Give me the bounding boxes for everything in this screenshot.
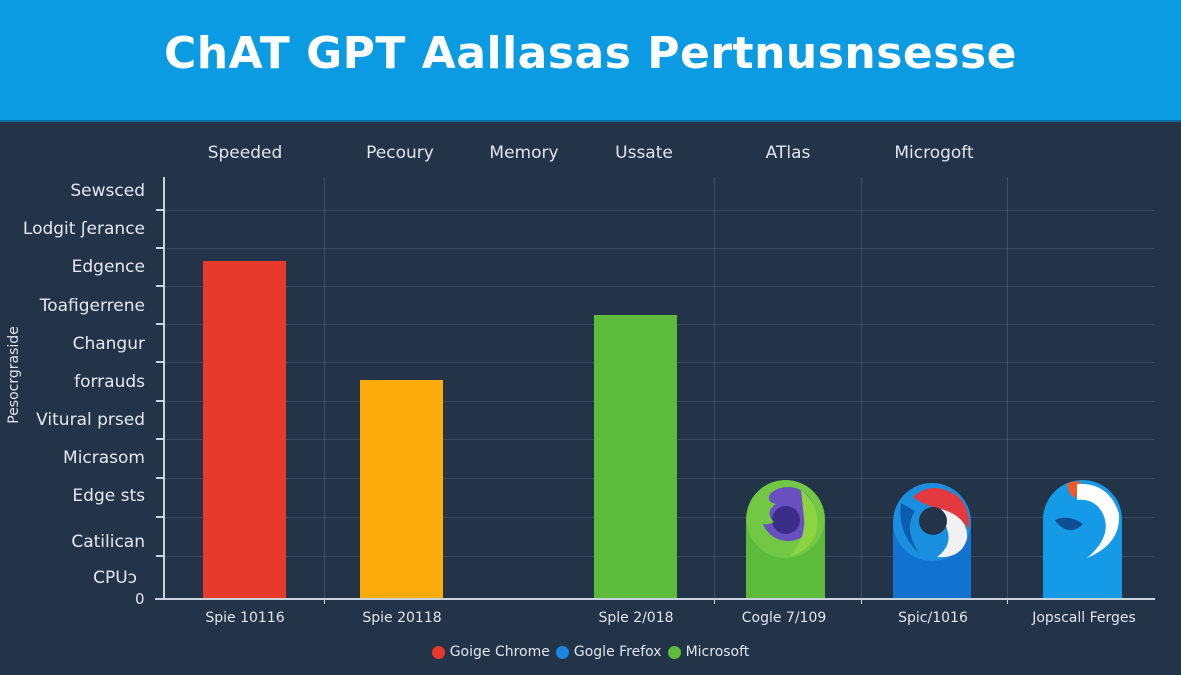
swirl-icon <box>893 483 971 561</box>
bar-lightblue-swirl <box>1043 480 1122 598</box>
y-tick <box>156 209 164 211</box>
bar-green-firefox <box>746 480 825 598</box>
column-header: Pecoury <box>366 143 434 163</box>
y-tick <box>156 555 164 557</box>
column-header: Microgoft <box>894 143 974 163</box>
bar-green <box>594 315 677 598</box>
y-axis-label: forrauds <box>74 372 145 392</box>
y-tick <box>156 361 164 363</box>
legend-item[interactable]: Goige Chrome <box>431 644 550 660</box>
legend: Goige Chrome Gogle Frefox Microsoft <box>0 644 1181 660</box>
x-tick <box>861 598 862 604</box>
y-axis-label: Micrasom <box>63 448 145 468</box>
y-axis-label: Sewsced <box>70 181 145 201</box>
y-axis-label: Lodgit ʃerance <box>22 219 145 239</box>
x-axis-label: Sple 2/018 <box>598 610 674 626</box>
legend-dot-icon <box>431 645 445 659</box>
gridline <box>165 210 1155 211</box>
gridline-vertical <box>861 177 862 598</box>
y-axis-label: Toafigerrene <box>39 296 145 316</box>
column-header: Memory <box>489 143 559 163</box>
y-axis-label: Vitural prsed <box>36 410 145 430</box>
firefox-like-icon <box>746 480 825 558</box>
x-axis-label: Spic/1016 <box>898 610 968 626</box>
legend-dot-icon <box>555 645 569 659</box>
y-tick <box>156 285 164 287</box>
legend-dot-icon <box>667 645 681 659</box>
column-header: Speeded <box>207 143 283 163</box>
y-axis-zero-label: 0 <box>135 590 145 608</box>
bar-blue-swirl <box>893 483 971 598</box>
legend-item[interactable]: Microsoft <box>667 644 750 660</box>
bar-orange <box>360 380 443 598</box>
y-axis-title: Pesocrgraside <box>6 326 22 424</box>
legend-label: Microsoft <box>685 644 750 660</box>
y-axis-label: Edge sts <box>72 486 145 506</box>
gridline <box>165 248 1155 249</box>
x-axis-label: Jopscall Ferges <box>1032 610 1136 626</box>
x-axis-label: Spie 10116 <box>205 610 285 626</box>
x-tick <box>714 598 715 604</box>
x-axis-label: Spie 20118 <box>362 610 442 626</box>
gridline-vertical <box>324 177 325 598</box>
chart-title-banner: ChAT GPT Aallasas Pertnusnsesse <box>0 0 1181 122</box>
y-tick <box>156 438 164 440</box>
y-tick <box>156 247 164 249</box>
legend-item[interactable]: Gogle Frefox <box>555 644 662 660</box>
column-header: Ussate <box>615 143 673 163</box>
y-axis-label: Changur <box>72 334 145 354</box>
gridline-vertical <box>1007 177 1008 598</box>
y-tick <box>156 516 164 518</box>
gridline-vertical <box>714 177 715 598</box>
legend-label: Gogle Frefox <box>573 644 662 660</box>
legend-label: Goige Chrome <box>449 644 550 660</box>
x-tick <box>324 598 325 604</box>
x-axis <box>155 598 1155 600</box>
y-tick <box>156 323 164 325</box>
y-axis-label: Edgence <box>71 257 145 277</box>
x-axis-label: Cogle 7/109 <box>741 610 827 626</box>
y-tick <box>156 477 164 479</box>
y-tick <box>156 400 164 402</box>
y-axis-label: Catilican <box>71 532 145 552</box>
y-axis-label: CPUɔ <box>93 568 137 588</box>
chart-title: ChAT GPT Aallasas Pertnusnsesse <box>163 27 1017 79</box>
y-axis <box>163 177 165 599</box>
gridline <box>165 286 1155 287</box>
x-tick <box>1007 598 1008 604</box>
swirl-icon <box>1043 481 1122 559</box>
column-header: ATlas <box>765 143 811 163</box>
bar-red <box>203 261 286 598</box>
